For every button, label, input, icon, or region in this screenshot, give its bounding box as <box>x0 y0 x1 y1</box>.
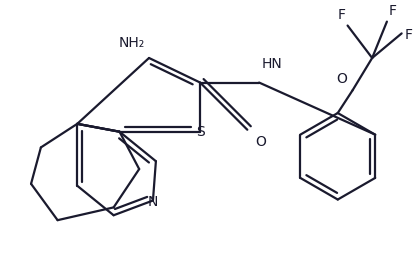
Text: S: S <box>196 125 204 139</box>
Text: O: O <box>255 135 266 149</box>
Text: O: O <box>337 72 348 86</box>
Text: F: F <box>389 4 397 18</box>
Text: N: N <box>148 195 158 209</box>
Text: HN: HN <box>262 57 283 71</box>
Text: F: F <box>404 28 412 42</box>
Text: F: F <box>338 8 346 22</box>
Text: NH₂: NH₂ <box>118 36 144 50</box>
